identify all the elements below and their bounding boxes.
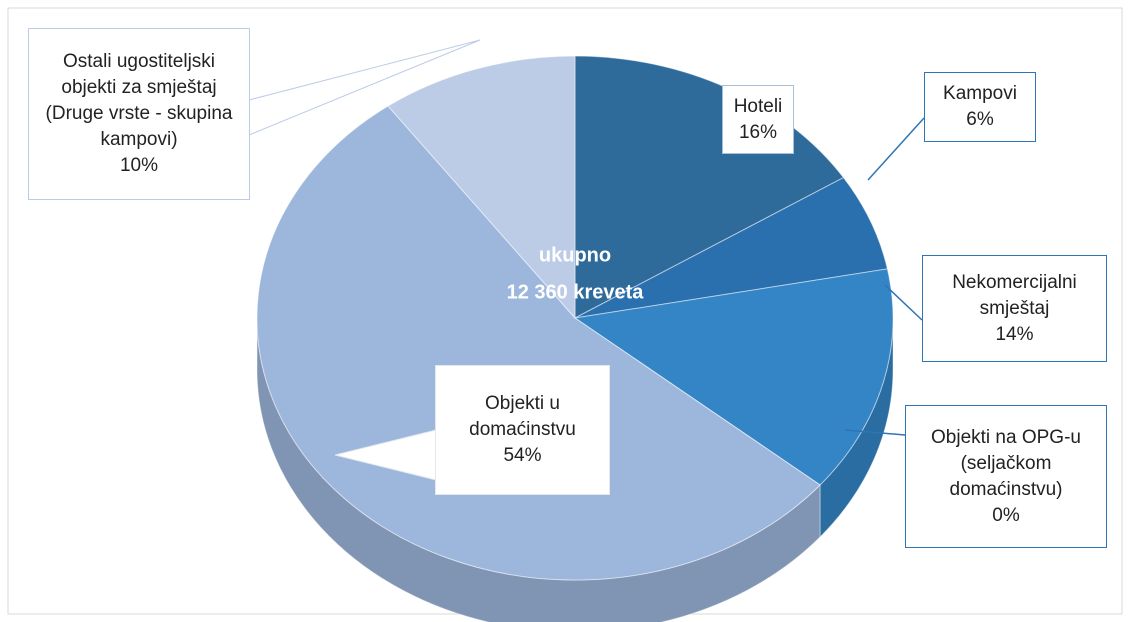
data-label: Objekti na OPG-u (seljačkom domaćinstvu)… bbox=[905, 405, 1107, 548]
leader-line bbox=[844, 429, 906, 436]
slice bbox=[574, 176, 888, 319]
data-label: Objekti u domaćinstvu 54% bbox=[435, 365, 610, 495]
label-name: Objekti na OPG-u (seljačkom domaćinstvu) bbox=[931, 426, 1081, 500]
center-label: 12 360 kreveta bbox=[507, 281, 645, 303]
label-name: Objekti u domaćinstvu bbox=[469, 393, 576, 440]
label-value: 54% bbox=[503, 445, 542, 466]
leader-line bbox=[867, 117, 925, 181]
pie bbox=[256, 55, 894, 622]
data-label: Kampovi 6% bbox=[924, 72, 1036, 142]
leader-line bbox=[884, 284, 923, 321]
label-value: 14% bbox=[995, 323, 1034, 345]
label-name: Hoteli bbox=[733, 95, 783, 117]
slice bbox=[387, 55, 576, 320]
label-value: 6% bbox=[966, 109, 994, 130]
label-value: 16% bbox=[738, 121, 778, 143]
data-label: Hoteli 16% bbox=[722, 85, 794, 154]
callouts bbox=[248, 39, 925, 481]
data-label: Nekomercijalni smještaj 14% bbox=[922, 255, 1107, 362]
label-value: 10% bbox=[119, 155, 159, 176]
label-value: 0% bbox=[992, 504, 1020, 526]
label-name: Kampovi bbox=[943, 83, 1017, 104]
center-label: ukupno bbox=[539, 244, 611, 266]
data-label: Ostali ugostiteljski objekti za smještaj… bbox=[28, 28, 250, 200]
label-name: Ostali ugostiteljski objekti za smještaj… bbox=[45, 51, 233, 150]
label-name: Nekomercijalni smještaj bbox=[952, 271, 1077, 319]
